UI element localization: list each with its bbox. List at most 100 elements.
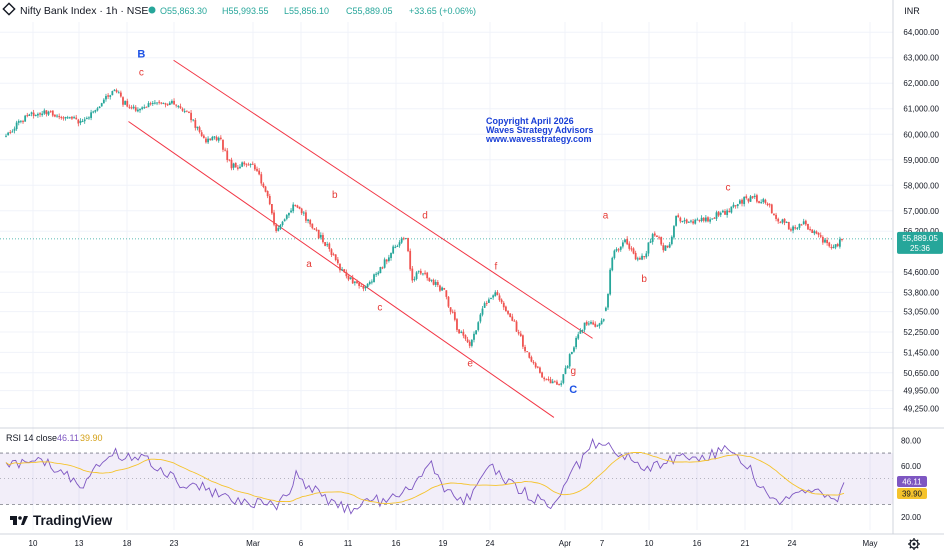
candle-down [313, 228, 316, 230]
price-pane[interactable]: Bc a b c d e f gCa b c [0, 22, 893, 530]
currency-label[interactable]: INR [904, 6, 920, 16]
candle-up [11, 131, 14, 133]
candle-down [828, 242, 831, 247]
candle-up [721, 210, 724, 213]
candle-up [441, 287, 443, 291]
candle-down [58, 116, 61, 118]
candle-up [373, 274, 375, 283]
candle-up [66, 117, 69, 119]
chevron-icon[interactable] [2, 2, 16, 16]
candle-up [651, 234, 654, 242]
candle-down [836, 244, 839, 247]
candle-up [285, 215, 288, 219]
channel-lower-line [128, 121, 555, 418]
candle-up [564, 368, 567, 374]
trend-channel [128, 59, 593, 418]
rsi-plot [0, 437, 893, 515]
candle-down [787, 221, 790, 230]
rsi-title[interactable]: RSI 14 close [6, 433, 57, 443]
candle-up [415, 272, 418, 280]
wave-label: c [139, 68, 144, 79]
candle-down [515, 321, 518, 332]
candle-down [381, 267, 384, 269]
candle-down [815, 231, 818, 234]
candle-up [621, 242, 624, 247]
time-tick-label: 11 [344, 539, 353, 548]
candle-down [809, 229, 811, 231]
symbol-title[interactable]: Nifty Bank Index · 1h · NSE [20, 5, 148, 17]
last-price-badge [897, 231, 943, 254]
time-tick-label: 18 [123, 539, 132, 548]
gear-icon[interactable] [908, 538, 920, 550]
candle-down [32, 112, 35, 116]
candle-down [305, 212, 307, 221]
candle-up [760, 202, 763, 204]
candle-up [798, 223, 801, 228]
candle-up [598, 323, 601, 326]
wave-label: d [422, 210, 428, 221]
candle-down [498, 295, 501, 301]
candle-down [424, 272, 426, 274]
candle-down [428, 277, 431, 282]
candle-up [490, 298, 492, 300]
candle-down [522, 335, 524, 347]
candle-down [594, 323, 597, 327]
time-axis[interactable]: 10 13 18 23 Mar 6 11 16 19 24 Apr 7 10 16 21 24 May [29, 539, 878, 548]
candle-down [126, 100, 129, 107]
time-tick-label: 21 [741, 539, 750, 548]
tradingview-logo[interactable]: TradingView [10, 513, 113, 528]
price-tick-label: 59,000.00 [903, 156, 939, 165]
candle-down [528, 352, 531, 358]
candle-down [511, 316, 514, 321]
price-tick-label: 62,000.00 [903, 79, 939, 88]
price-tick-label: 51,450.00 [903, 348, 939, 357]
rsi-tick-label: 20.00 [901, 513, 922, 522]
candle-up [162, 102, 165, 104]
wave-label: c [377, 302, 382, 313]
rsi-axis[interactable]: 20.00 60.00 80.00 46.11 39.90 [897, 436, 927, 522]
watermark-line-2: Waves Strategy Advisors [486, 125, 593, 135]
time-tick-label: 13 [75, 539, 84, 548]
candle-up [749, 196, 752, 202]
candle-up [24, 115, 27, 122]
candle-down [334, 254, 337, 260]
candle-down [821, 237, 824, 243]
candle-down [698, 220, 701, 222]
candle-up [481, 308, 484, 315]
candle-down [317, 229, 320, 239]
candle-up [479, 314, 482, 322]
price-tick-label: 54,600.00 [903, 268, 939, 277]
candle-down [324, 242, 326, 246]
candle-up [290, 210, 292, 213]
rsi-pane[interactable] [0, 437, 893, 515]
candle-up [477, 322, 480, 330]
wave-labels: Bc a b c d e f gCa b c [137, 49, 730, 396]
candle-down [436, 282, 439, 286]
time-tick-label: 23 [170, 539, 179, 548]
candle-down [447, 296, 450, 307]
candle-up [492, 295, 495, 298]
candle-down [164, 103, 167, 105]
candle-up [326, 244, 329, 246]
candle-up [681, 220, 684, 222]
candle-up [79, 120, 82, 123]
candle-down [243, 162, 246, 165]
candle-up [570, 351, 573, 355]
candle-up [124, 101, 127, 105]
candle-up [473, 333, 475, 340]
candle-down [656, 235, 658, 237]
candle-up [307, 219, 309, 221]
price-axis[interactable]: 49,250.00 49,950.00 50,650.00 51,450.00 52,2… [897, 28, 943, 414]
candle-up [28, 114, 31, 116]
candle-up [413, 278, 416, 280]
candle-up [743, 196, 746, 205]
time-tick-label: Mar [246, 539, 260, 548]
candle-down [747, 198, 750, 202]
candle-down [728, 210, 731, 213]
candle-down [634, 252, 637, 260]
candle-down [75, 117, 78, 120]
candle-down [817, 232, 820, 235]
candle-down [107, 95, 110, 97]
candle-up [213, 136, 216, 138]
